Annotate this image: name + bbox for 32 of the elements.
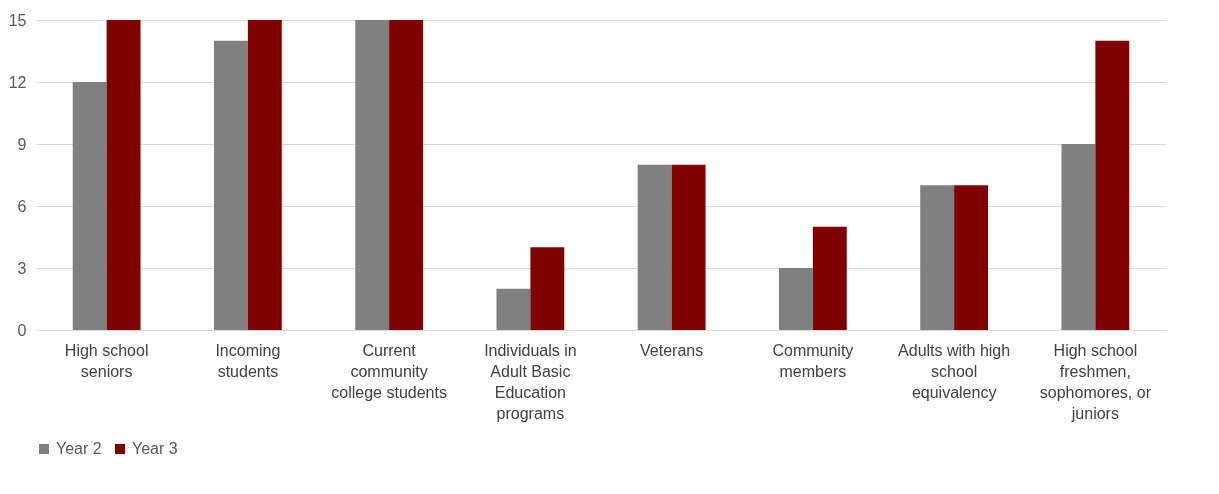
x-tick-label: Veterans [640, 341, 704, 359]
bar [496, 288, 531, 330]
y-tick-label: 0 [17, 321, 27, 339]
legend-label: Year 3 [132, 440, 178, 457]
x-tick-label: High school freshmen, sophomores, or juniors [1039, 341, 1152, 422]
y-tick-label: 9 [17, 135, 27, 153]
bar [920, 185, 955, 330]
x-tick-label: Individuals in Adult Basic Education programs [484, 341, 577, 422]
bar [247, 20, 282, 330]
x-tick-label: Community members [772, 341, 854, 380]
bar [1061, 144, 1096, 330]
bar [778, 268, 813, 330]
y-tick-label: 3 [17, 259, 27, 277]
bar [355, 20, 390, 330]
bar [530, 247, 565, 330]
y-tick-label: 15 [8, 11, 27, 29]
legend-label: Year 2 [56, 440, 102, 457]
x-tick-label: Incoming students [215, 341, 281, 380]
bar [954, 185, 989, 330]
bar [389, 20, 424, 330]
bar [812, 226, 847, 330]
y-tick-label: 6 [17, 197, 27, 215]
bar [671, 164, 706, 330]
x-tick-label: Current community college students [331, 341, 447, 401]
x-tick-label: Adults with high school equivalency [898, 341, 1011, 401]
bar [213, 40, 248, 330]
bar [637, 164, 672, 330]
y-tick-label: 12 [8, 73, 27, 91]
x-tick-label: High school seniors [64, 341, 149, 380]
bar [106, 20, 141, 330]
bar [72, 82, 107, 330]
bar [1095, 40, 1130, 330]
